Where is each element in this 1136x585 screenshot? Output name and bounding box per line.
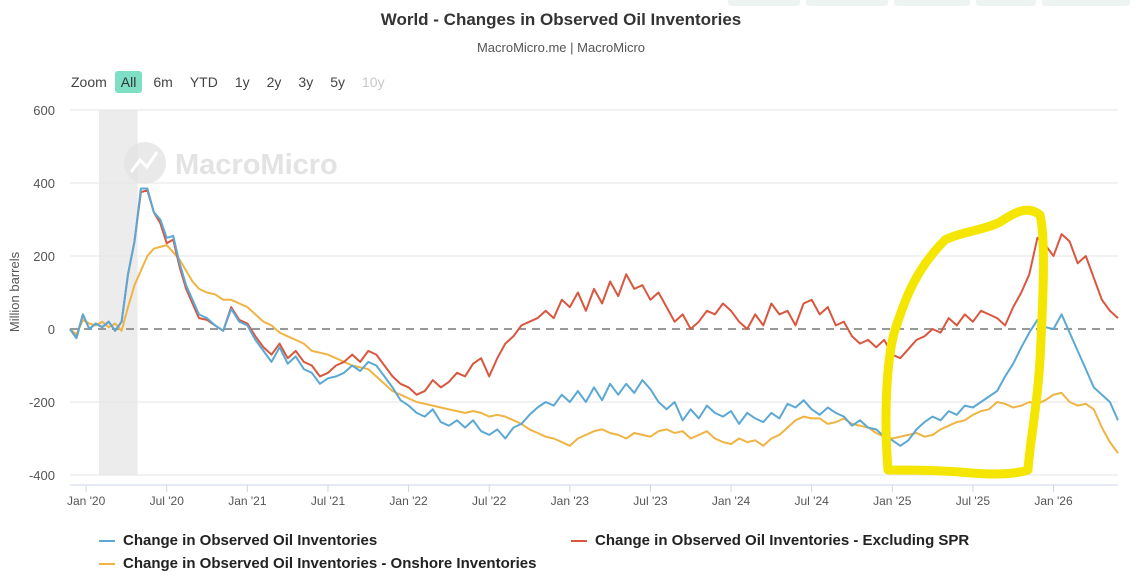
zoom-button-2y[interactable]: 2y: [266, 74, 282, 90]
y-axis-label: Million barrels: [7, 251, 22, 332]
legend-swatch: [99, 539, 115, 542]
y-tick-label: 200: [33, 249, 55, 264]
legend-item-yellow[interactable]: Change in Observed Oil Inventories - Ons…: [99, 555, 536, 572]
y-tick-label: 0: [48, 322, 55, 337]
y-tick-label: 600: [33, 103, 55, 118]
toolbar-tab[interactable]: [976, 0, 1036, 6]
zoom-button-6m[interactable]: 6m: [153, 74, 173, 90]
legend-swatch: [571, 539, 587, 542]
x-tick-label: Jul '24: [795, 494, 830, 508]
toolbar-tab[interactable]: [728, 0, 800, 6]
x-tick-label: Jan '20: [67, 494, 106, 508]
x-tick-label: Jul '22: [472, 494, 507, 508]
zoom-button-ytd[interactable]: YTD: [189, 74, 218, 90]
x-tick-label: Jan '24: [712, 494, 751, 508]
series-line-1: [69, 189, 1119, 396]
watermark-logo-icon: [129, 151, 159, 173]
series-line-2: [69, 244, 1119, 454]
legend-item-red[interactable]: Change in Observed Oil Inventories - Exc…: [571, 532, 969, 549]
x-tick-label: Jan '23: [551, 494, 590, 508]
legend-label: Change in Observed Oil Inventories - Ons…: [123, 555, 537, 572]
x-tick-label: Jul '25: [956, 494, 991, 508]
toolbar-tab[interactable]: [894, 0, 970, 6]
x-tick-label: Jan '25: [873, 494, 912, 508]
zoom-button-10y: 10y: [362, 74, 385, 90]
watermark-text: MacroMicro: [175, 149, 338, 181]
x-tick-label: Jul '23: [633, 494, 668, 508]
zoom-button-3y[interactable]: 3y: [298, 74, 314, 90]
legend-label: Change in Observed Oil Inventories: [123, 532, 378, 549]
zoom-button-5y[interactable]: 5y: [330, 74, 345, 90]
toolbar-tab[interactable]: [1042, 0, 1130, 6]
y-tick-label: -200: [29, 395, 55, 410]
toolbar-tab[interactable]: [806, 0, 888, 6]
zoom-bar: Zoom All 6m YTD 1y 2y 3y 5y 10y: [71, 71, 396, 93]
chart-subtitle: MacroMicro.me | MacroMicro: [476, 40, 646, 55]
x-tick-label: Jul '21: [311, 494, 346, 508]
legend-swatch: [99, 562, 115, 565]
highlight-annotation: [881, 205, 1048, 479]
zoom-button-1y[interactable]: 1y: [234, 74, 250, 90]
legend-item-blue[interactable]: Change in Observed Oil Inventories: [99, 532, 377, 549]
y-tick-label: 400: [33, 176, 55, 191]
x-tick-label: Jan '26: [1034, 494, 1073, 508]
zoom-button-all[interactable]: All: [114, 71, 143, 93]
y-tick-label: -400: [29, 468, 55, 483]
chart-title: World - Changes in Observed Oil Inventor…: [380, 10, 742, 29]
zoom-label: Zoom: [71, 74, 107, 90]
x-tick-label: Jul '20: [150, 494, 185, 508]
x-tick-label: Jan '22: [389, 494, 428, 508]
legend-label: Change in Observed Oil Inventories - Exc…: [595, 532, 970, 549]
series-line-0: [69, 187, 1119, 447]
x-tick-label: Jan '21: [228, 494, 267, 508]
